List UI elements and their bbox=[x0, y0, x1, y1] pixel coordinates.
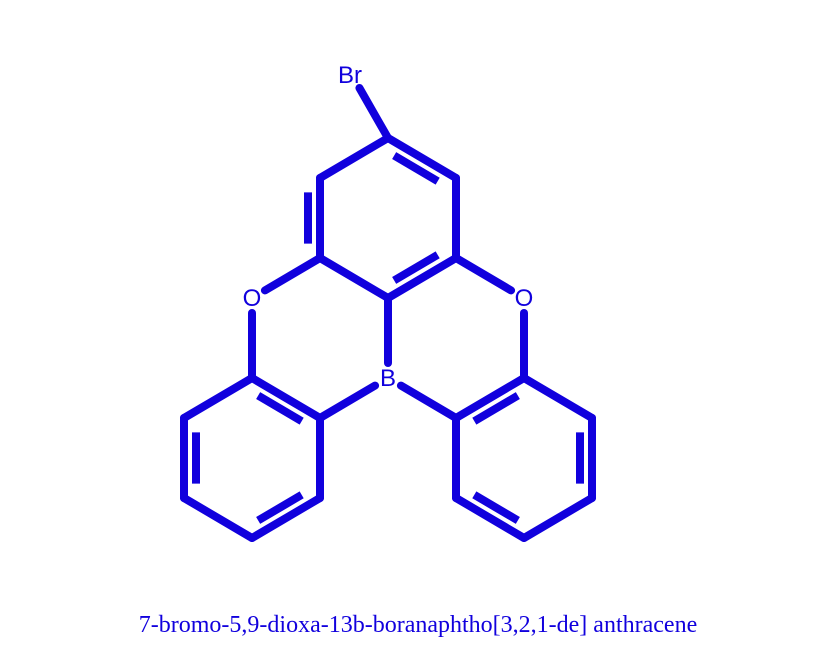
atom-label-o: O bbox=[515, 285, 534, 312]
diagram-container: Br O O B 7-bromo-5,9-dioxa-13b-boranaphtho[… bbox=[0, 0, 836, 655]
atom-label-o: O bbox=[243, 285, 262, 312]
atom-label-b: B bbox=[380, 365, 396, 392]
molecule-caption: 7-bromo-5,9-dioxa-13b-boranaphtho[3,2,1-… bbox=[0, 612, 836, 639]
molecule-svg: Br O O B bbox=[0, 0, 836, 655]
atom-label-br: Br bbox=[338, 62, 362, 89]
